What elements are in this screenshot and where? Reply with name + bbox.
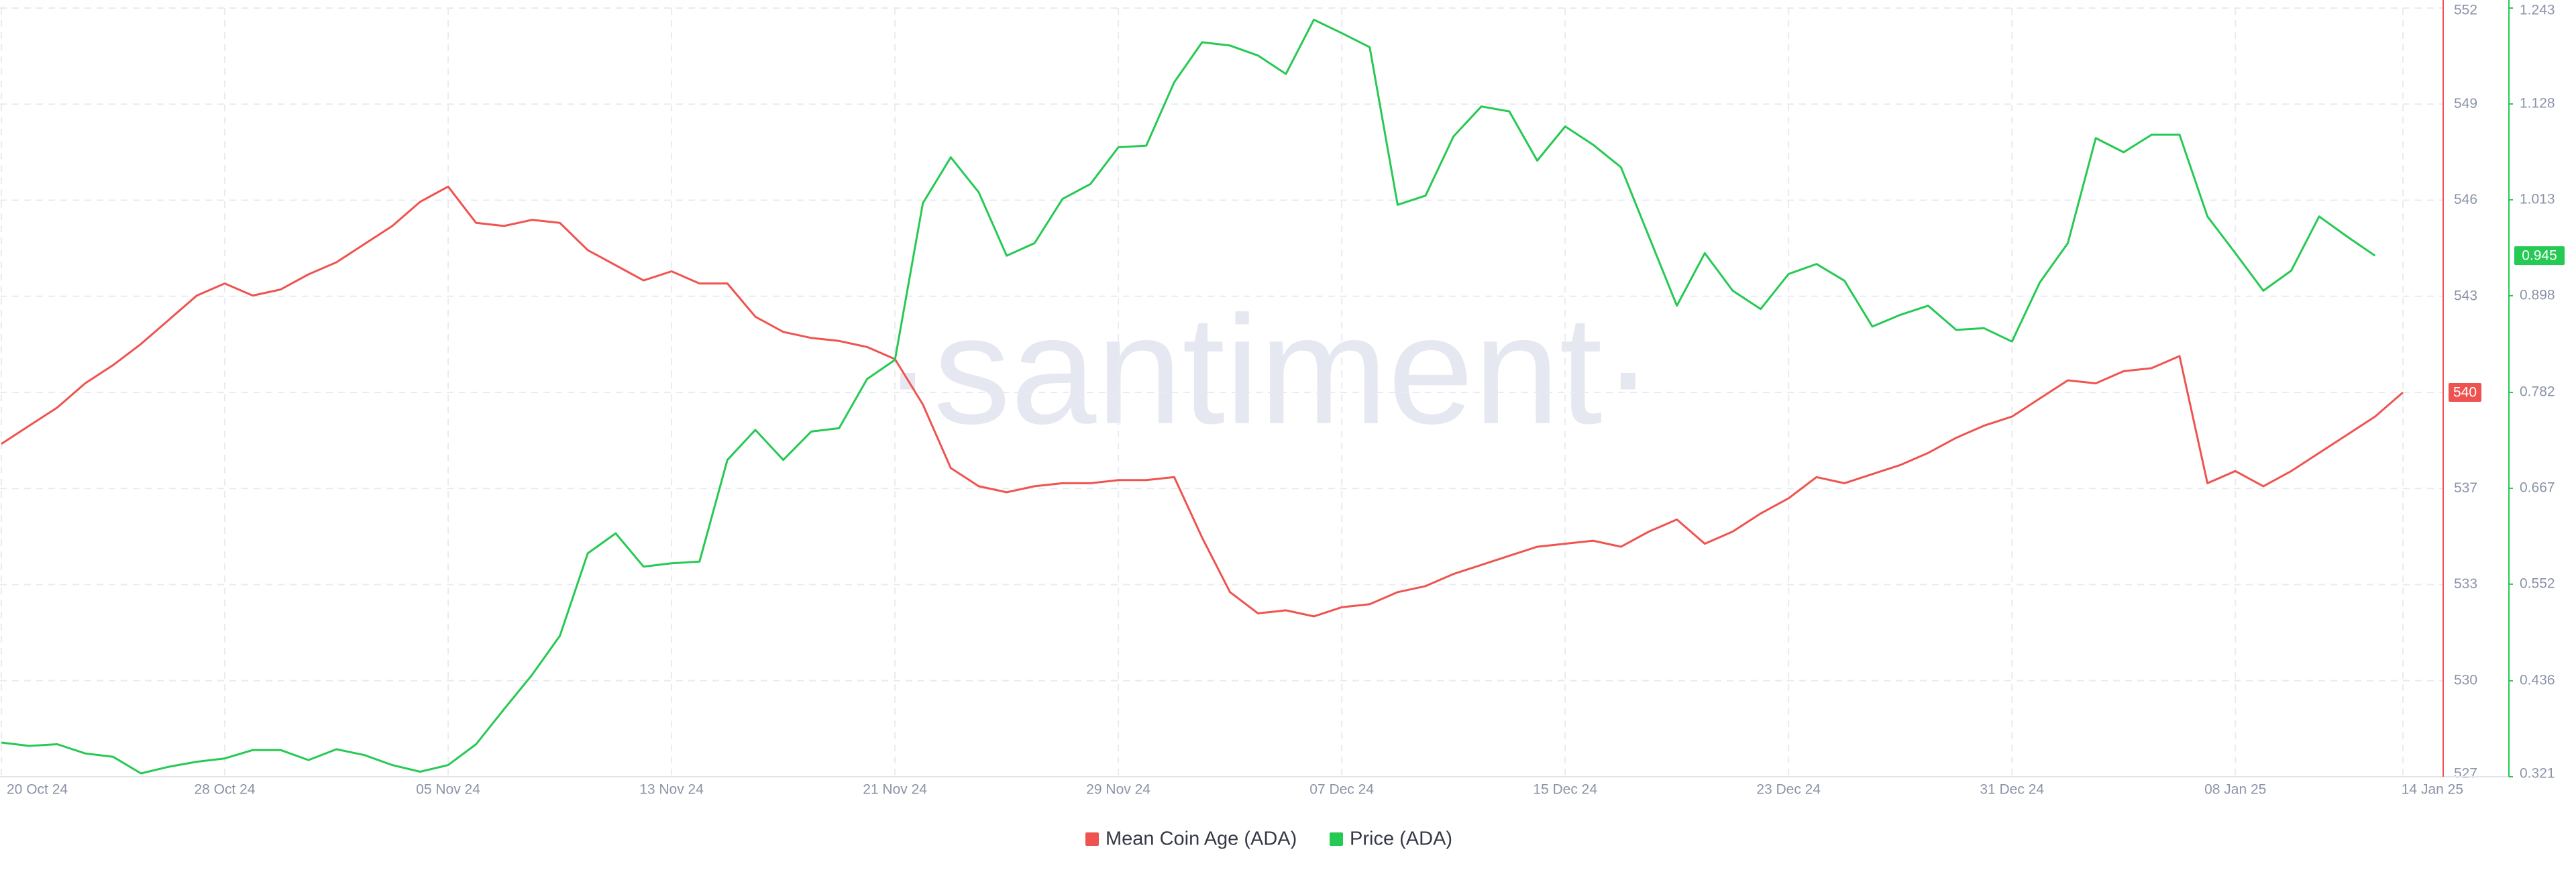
x-tick-label: 15 Dec 24 xyxy=(1533,782,1597,798)
y2-tick-label: 0.782 xyxy=(2520,384,2555,400)
y-tick-label: 530 xyxy=(2454,672,2477,688)
y2-tick-label: 0.321 xyxy=(2520,766,2555,781)
y2-tick-label: 0.898 xyxy=(2520,287,2555,303)
y2-tick-label: 1.128 xyxy=(2520,95,2555,111)
current-value-label: 540 xyxy=(2453,385,2477,400)
watermark: ·santiment· xyxy=(882,284,1654,456)
y-tick-label: 533 xyxy=(2454,576,2477,592)
x-tick-label: 20 Oct 24 xyxy=(7,782,68,798)
y2-tick-label: 0.436 xyxy=(2520,673,2555,688)
y2-tick-label: 1.013 xyxy=(2520,191,2555,207)
series-line xyxy=(1,18,2376,775)
x-tick-label: 29 Nov 24 xyxy=(1086,782,1150,798)
y-tick-label: 527 xyxy=(2454,766,2477,781)
y2-tick-label: 1.243 xyxy=(2520,3,2555,18)
y2-tick-label: 0.552 xyxy=(2520,576,2555,591)
legend: Mean Coin Age (ADA) Price (ADA) xyxy=(1085,828,1452,850)
grid xyxy=(0,7,2443,777)
x-tick-label: 23 Dec 24 xyxy=(1756,782,1821,798)
legend-label: Price (ADA) xyxy=(1350,828,1452,850)
x-tick-label: 05 Nov 24 xyxy=(416,782,480,798)
x-tick-label: 31 Dec 24 xyxy=(1980,782,2044,798)
y-tick-label: 552 xyxy=(2454,3,2477,18)
y2-tick-label: 0.667 xyxy=(2520,480,2555,495)
current-value-label: 0.945 xyxy=(2522,248,2557,264)
x-tick-label: 08 Jan 25 xyxy=(2204,782,2266,798)
series-line xyxy=(1,185,2404,618)
y-tick-label: 537 xyxy=(2454,480,2477,496)
legend-swatch xyxy=(1085,832,1099,846)
y-tick-label: 546 xyxy=(2454,192,2477,207)
y-tick-label: 549 xyxy=(2454,96,2477,111)
legend-label: Mean Coin Age (ADA) xyxy=(1106,828,1297,850)
current-value-badge xyxy=(2449,383,2481,402)
x-tick-label: 13 Nov 24 xyxy=(639,782,704,798)
x-tick-label: 14 Jan 25 xyxy=(2402,782,2463,798)
y-tick-label: 543 xyxy=(2454,288,2477,303)
x-tick-label: 07 Dec 24 xyxy=(1309,782,1374,798)
x-tick-label: 28 Oct 24 xyxy=(194,782,255,798)
legend-swatch xyxy=(1330,832,1343,846)
x-tick-label: 21 Nov 24 xyxy=(863,782,927,798)
current-value-badge xyxy=(2514,246,2565,266)
